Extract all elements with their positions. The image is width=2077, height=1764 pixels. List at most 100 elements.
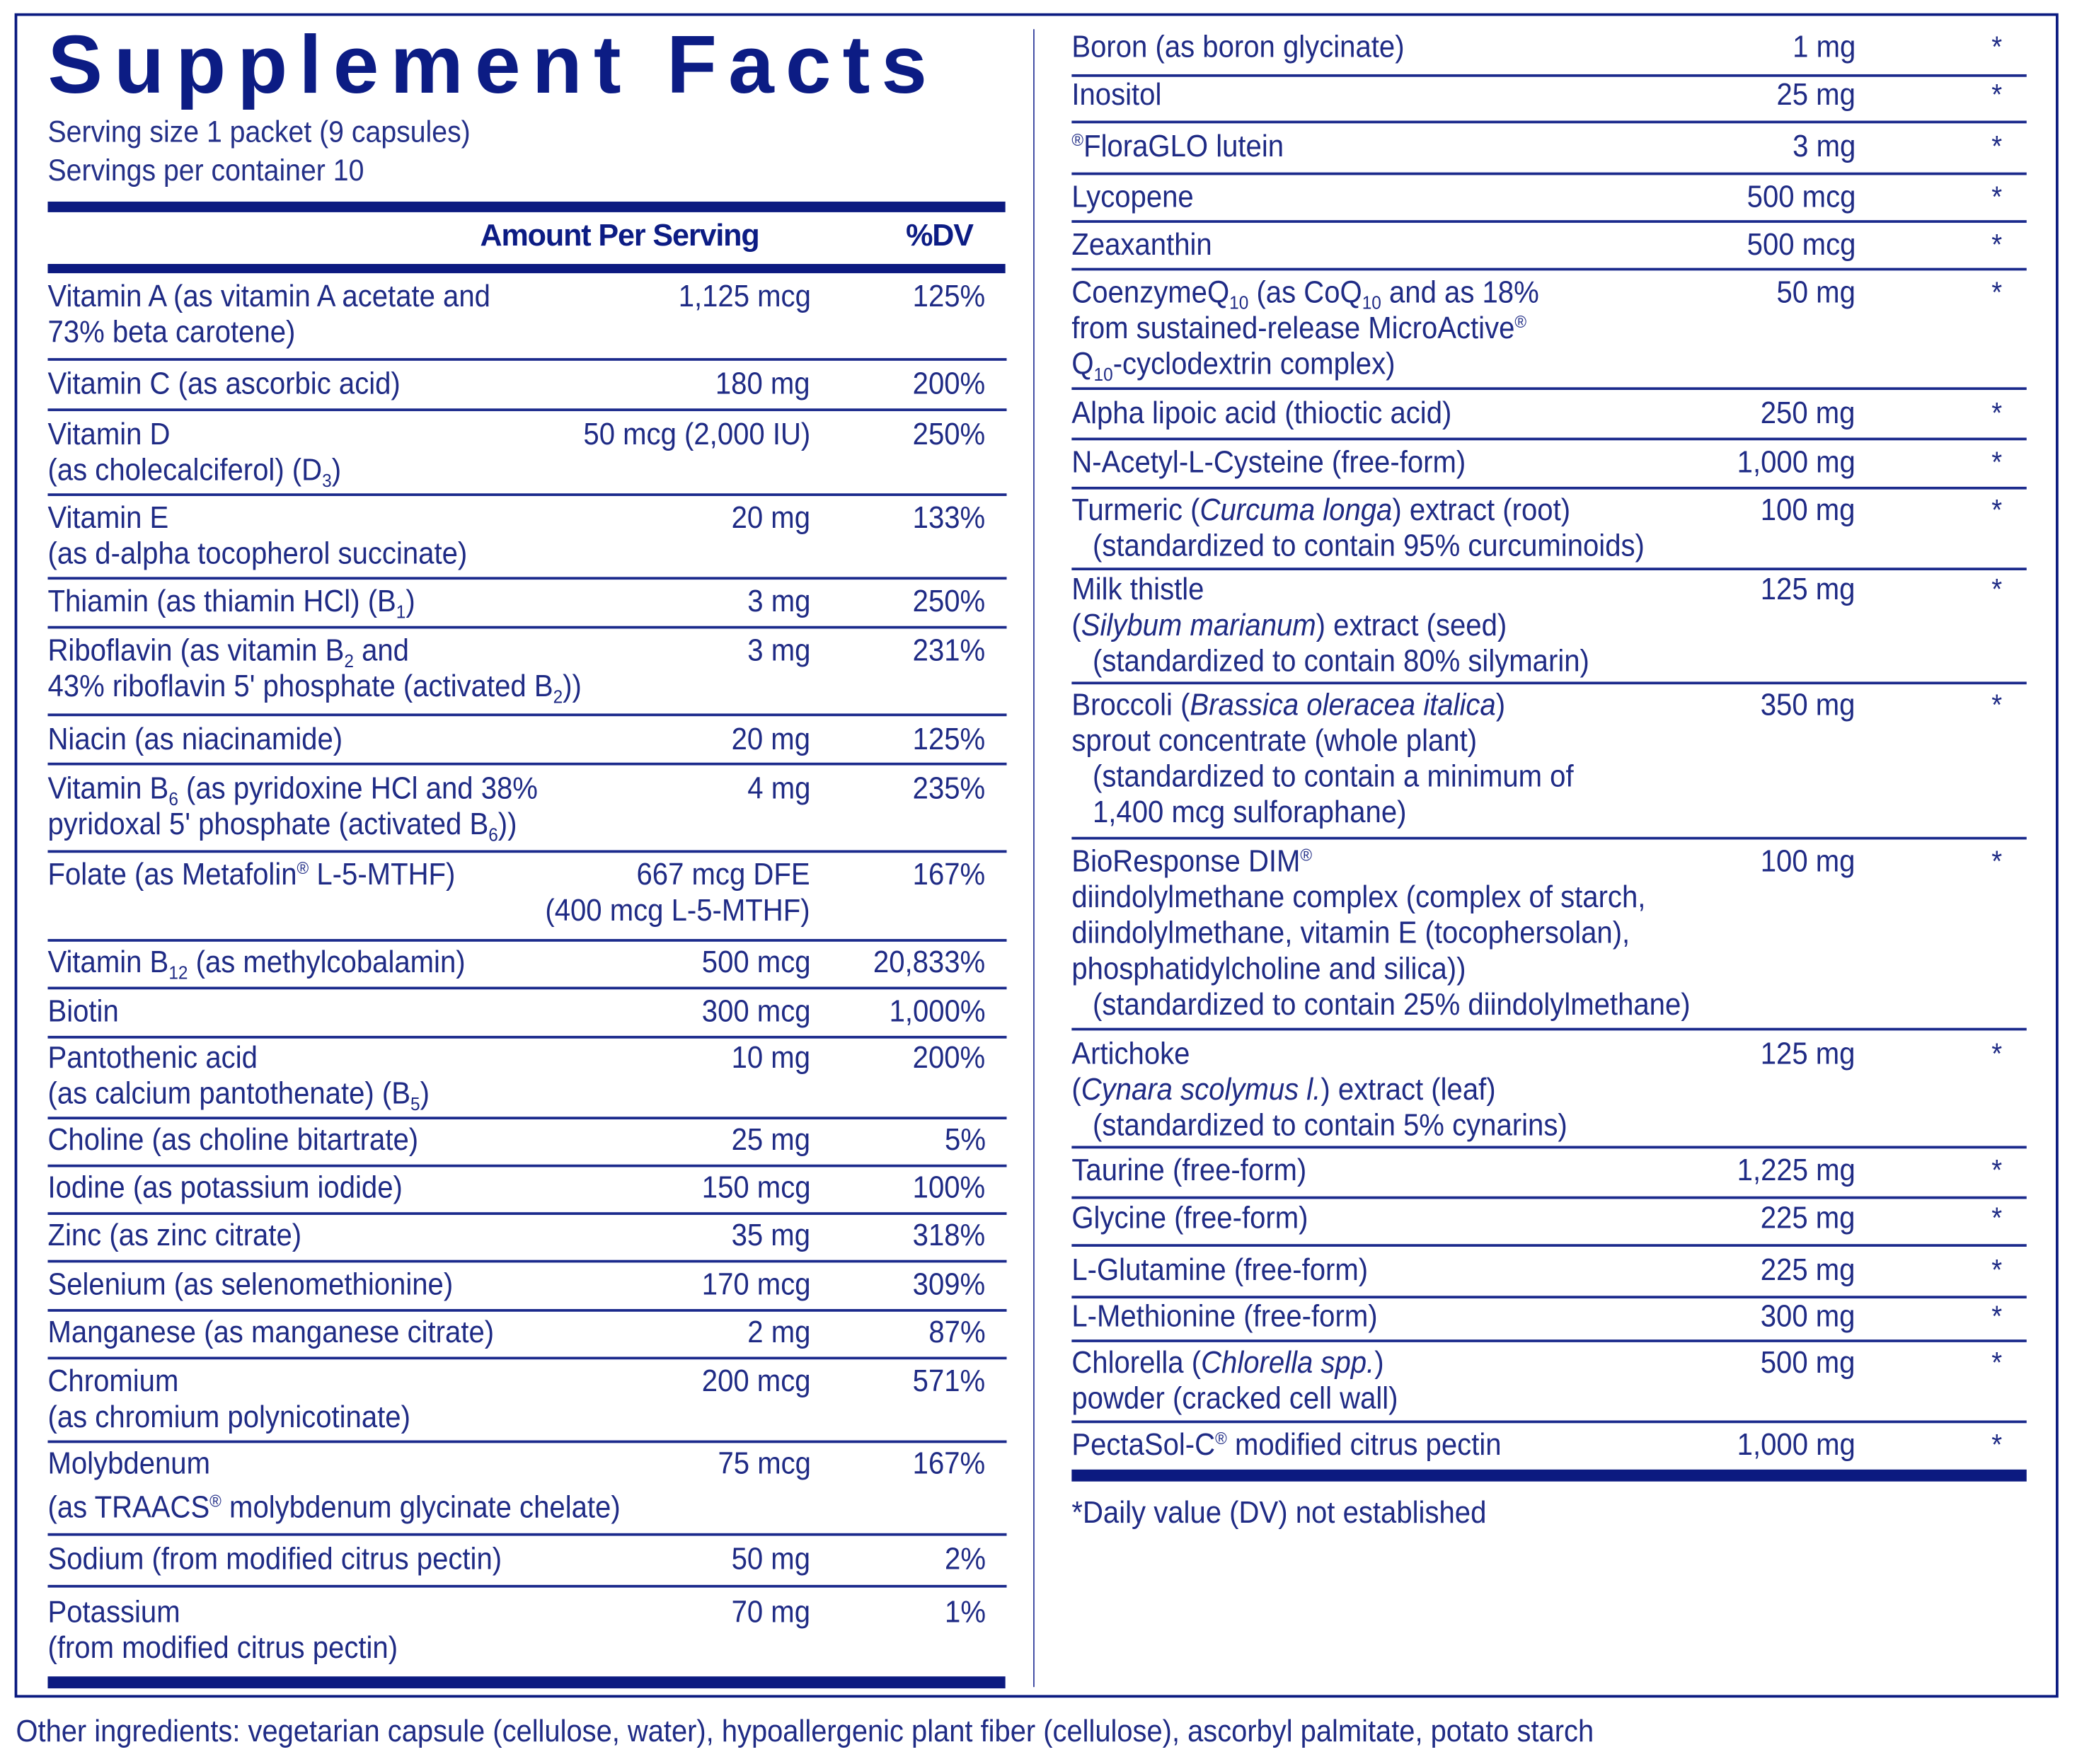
nutrient-dv: 235% xyxy=(912,771,986,805)
ingredient-dv: * xyxy=(1992,688,2003,722)
row-divider xyxy=(47,1164,1007,1168)
ingredient-name: BioResponse DIM® diindolylmethane complex… xyxy=(1071,843,1691,1022)
ingredient-amount: 500 mcg xyxy=(1747,226,1856,262)
ingredient-dv: * xyxy=(1992,1346,2003,1380)
nutrient-name: Biotin xyxy=(47,993,119,1028)
ingredient-name: Glycine (free-form) xyxy=(1071,1200,1308,1235)
ingredient-name: L-Methionine (free-form) xyxy=(1071,1298,1378,1333)
ingredient-amount: 25 mg xyxy=(1776,76,1856,112)
row-divider xyxy=(1071,836,2027,840)
ingredient-name: Turmeric (Curcuma longa) extract (root)(… xyxy=(1071,492,1645,563)
nutrient-dv: 100% xyxy=(912,1170,986,1204)
other-ingredients: Other ingredients: vegetarian capsule (c… xyxy=(16,1713,1594,1748)
dv-header: %DV xyxy=(906,217,974,253)
row-divider xyxy=(47,850,1007,853)
ingredient-amount: 225 mg xyxy=(1761,1252,1856,1287)
nutrient-dv: 318% xyxy=(912,1217,986,1252)
ingredient-name: Chlorella (Chlorella spp.) powder (cracke… xyxy=(1071,1344,1398,1415)
row-divider xyxy=(1071,567,2027,570)
left-bottom-bar xyxy=(47,1676,1006,1689)
amount-per-serving-header: Amount Per Serving xyxy=(480,217,759,253)
nutrient-dv: 20,833% xyxy=(873,944,986,979)
ingredient-name: Taurine (free-form) xyxy=(1071,1152,1307,1187)
ingredient-name: Broccoli (Brassica oleracea italica) spro… xyxy=(1071,686,1574,829)
nutrient-amount: 4 mg xyxy=(747,771,811,805)
nutrient-amount: 2 mg xyxy=(747,1314,811,1349)
row-divider xyxy=(47,986,1007,990)
nutrient-name: Selenium (as selenomethionine) xyxy=(47,1267,454,1301)
header-top-bar xyxy=(47,201,1006,212)
header-bottom-bar xyxy=(47,264,1006,274)
ingredient-name: Inositol xyxy=(1071,76,1162,112)
nutrient-name: Iodine (as potassium iodide) xyxy=(47,1170,403,1204)
nutrient-dv: 87% xyxy=(928,1314,986,1349)
nutrient-name: Vitamin A (as vitamin A acetate and 73% b… xyxy=(47,278,490,349)
nutrient-amount: 3 mg xyxy=(747,633,811,667)
nutrient-name: Vitamin E (as d-alpha tocopherol succinat… xyxy=(47,500,468,570)
ingredient-dv: * xyxy=(1992,78,2003,112)
ingredient-amount: 125 mg xyxy=(1761,571,1856,606)
nutrient-name: Zinc (as zinc citrate) xyxy=(47,1217,302,1252)
ingredient-name: N-Acetyl-L-Cysteine (free-form) xyxy=(1071,444,1466,479)
row-divider xyxy=(47,1584,1007,1588)
ingredient-dv: * xyxy=(1992,493,2003,527)
nutrient-name: Molybdenum (as TRAACS® molybdenum glycina… xyxy=(47,1446,621,1524)
row-divider xyxy=(47,1212,1007,1215)
nutrient-amount: 170 mcg xyxy=(701,1267,811,1301)
nutrient-dv: 1,000% xyxy=(889,993,986,1028)
ingredient-dv: * xyxy=(1992,1299,2003,1333)
nutrient-amount: 500 mcg xyxy=(701,944,811,979)
nutrient-name: Vitamin B12 (as methylcobalamin) xyxy=(47,944,466,983)
ingredient-dv: * xyxy=(1992,445,2003,479)
row-divider xyxy=(47,493,1007,497)
row-divider xyxy=(1071,1339,2027,1342)
row-divider xyxy=(47,358,1007,361)
nutrient-dv: 309% xyxy=(912,1267,986,1301)
nutrient-amount: 180 mg xyxy=(715,366,811,401)
ingredient-name: Alpha lipoic acid (thioctic acid) xyxy=(1071,395,1452,430)
ingredient-dv: * xyxy=(1992,844,2003,878)
nutrient-name: Potassium (from modified citrus pectin) xyxy=(47,1594,398,1665)
row-divider xyxy=(1071,1196,2027,1199)
row-divider xyxy=(47,626,1007,629)
nutrient-dv: 1% xyxy=(944,1594,986,1629)
nutrient-amount: 20 mg xyxy=(731,721,811,756)
row-divider xyxy=(47,1533,1007,1536)
row-divider xyxy=(1071,1296,2027,1299)
ingredient-name: ®FloraGLO lutein xyxy=(1071,128,1284,163)
serving-size: Serving size 1 packet (9 capsules) xyxy=(47,115,471,149)
row-divider xyxy=(1071,1420,2027,1424)
nutrient-name: Niacin (as niacinamide) xyxy=(47,721,343,756)
ingredient-dv: * xyxy=(1992,180,2003,214)
nutrient-amount: 667 mcg DFE (400 mcg L-5-MTHF) xyxy=(545,856,811,928)
row-divider xyxy=(1071,267,2027,271)
nutrient-name: Sodium (from modified citrus pectin) xyxy=(47,1541,502,1576)
ingredient-name: PectaSol-C® modified citrus pectin xyxy=(1071,1426,1502,1462)
ingredient-dv: * xyxy=(1992,1428,2003,1462)
ingredient-dv: * xyxy=(1992,396,2003,430)
column-divider xyxy=(1033,29,1035,1688)
row-divider xyxy=(47,577,1007,580)
nutrient-amount: 3 mg xyxy=(747,583,811,618)
row-divider xyxy=(1071,120,2027,124)
row-divider xyxy=(1071,486,2027,490)
nutrient-amount: 10 mg xyxy=(731,1039,811,1075)
nutrient-name: Folate (as Metafolin® L-5-MTHF) xyxy=(47,856,456,892)
ingredient-amount: 1,225 mg xyxy=(1737,1152,1856,1187)
nutrient-dv: 571% xyxy=(912,1363,986,1398)
nutrient-amount: 75 mcg xyxy=(717,1446,811,1480)
ingredient-name: Zeaxanthin xyxy=(1071,226,1212,262)
ingredient-dv: * xyxy=(1992,228,2003,262)
nutrient-name: Riboflavin (as vitamin B2 and 43% ribofla… xyxy=(47,633,582,708)
ingredient-amount: 100 mg xyxy=(1761,492,1856,527)
row-divider xyxy=(47,1356,1007,1360)
ingredient-dv: * xyxy=(1992,1153,2003,1187)
row-divider xyxy=(47,939,1007,942)
row-divider xyxy=(1071,681,2027,685)
ingredient-dv: * xyxy=(1992,30,2003,64)
dv-footnote: *Daily value (DV) not established xyxy=(1071,1494,1487,1530)
nutrient-amount: 50 mcg (2,000 IU) xyxy=(583,416,811,451)
nutrient-name: Pantothenic acid (as calcium pantothenate… xyxy=(47,1039,430,1114)
nutrient-dv: 167% xyxy=(912,1446,986,1480)
nutrient-amount: 35 mg xyxy=(731,1217,811,1252)
